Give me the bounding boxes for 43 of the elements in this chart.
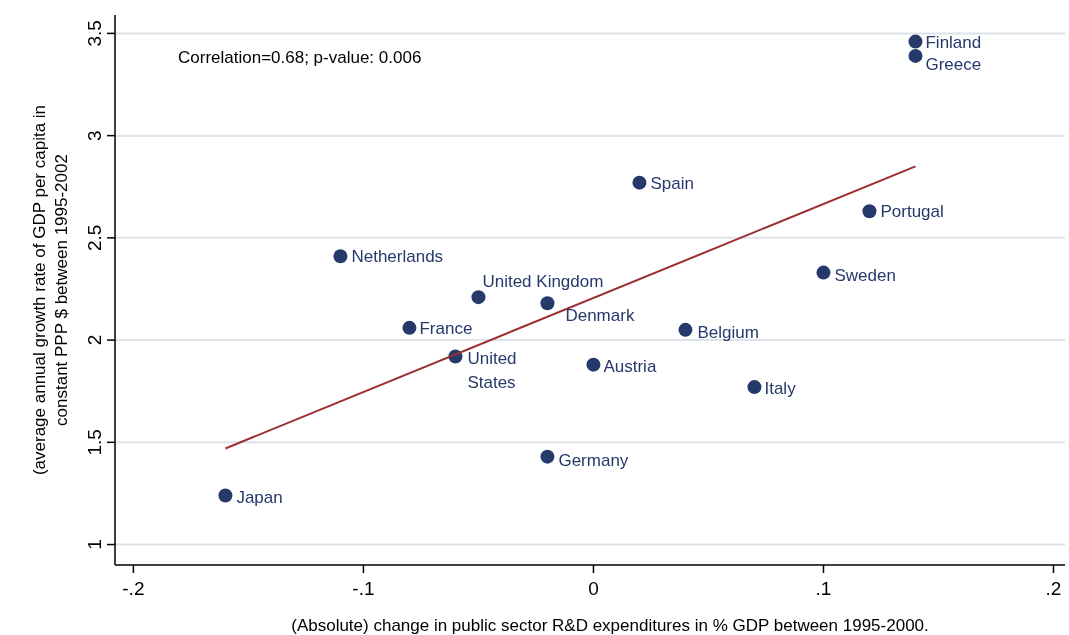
x-tick-label: -.1 (352, 578, 375, 599)
x-axis-title: (Absolute) change in public sector R&D expenditures in % GDP between 1995-2000. (291, 616, 929, 635)
annotation: Netherlands (351, 247, 444, 267)
annotation: Denmark (565, 306, 635, 326)
annotation: Spain (650, 173, 694, 193)
x-tick-label: -.2 (122, 578, 145, 599)
point (540, 449, 555, 464)
point (862, 204, 877, 219)
point (471, 290, 486, 305)
point (632, 175, 647, 190)
point (747, 380, 762, 395)
point (908, 48, 923, 63)
y-axis-title: (average annual growth rate of GDP per capita in constant PPP $ between 1995-2002 (30, 104, 71, 476)
annotation: United States (467, 349, 517, 393)
point (678, 322, 693, 337)
annotation: Sweden (834, 265, 896, 285)
y-tick-label: 1 (84, 539, 105, 550)
y-tick-label: 3 (84, 130, 105, 141)
point (816, 265, 831, 280)
annotation: Correlation=0.68; p-value: 0.006 (178, 48, 422, 67)
annotation: Japan (236, 488, 283, 508)
point (586, 357, 601, 372)
point (333, 249, 348, 264)
point (540, 296, 555, 311)
y-tick-label: 2 (84, 334, 105, 346)
x-tick-label: 0 (588, 578, 599, 599)
y-tick-label: 2.5 (84, 224, 105, 252)
annotation: France (419, 318, 473, 338)
annotation: Portugal (880, 202, 944, 222)
annotation: Greece (925, 54, 982, 74)
y-tick-label: 3.5 (84, 20, 105, 47)
annotation: Finland (925, 32, 982, 52)
annotation: Germany (558, 450, 629, 470)
annotation: Italy (764, 379, 797, 399)
annotation: United Kingdom (482, 272, 604, 292)
annotation: Belgium (697, 322, 759, 342)
y-tick-label: 1.5 (84, 429, 105, 456)
point (218, 488, 233, 503)
point (402, 320, 417, 335)
x-tick-label: .2 (1045, 578, 1062, 599)
x-tick-label: .1 (815, 578, 832, 599)
annotation: Austria (603, 356, 657, 376)
point (908, 34, 923, 49)
